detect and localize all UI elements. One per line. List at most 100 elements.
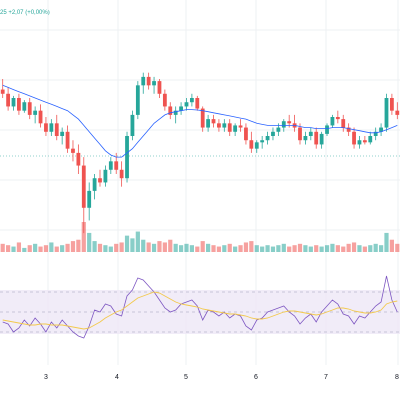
- volume-bar: [265, 245, 270, 252]
- volume-bar: [114, 243, 119, 252]
- volume-bar: [362, 246, 367, 252]
- volume-bar: [27, 245, 32, 252]
- candle: [179, 102, 183, 115]
- volume-bar: [16, 242, 22, 252]
- candle: [22, 100, 27, 113]
- volume-bar: [103, 245, 108, 252]
- volume-bar: [146, 242, 151, 252]
- rsi-panel: [0, 275, 400, 339]
- volume-bar: [389, 239, 394, 252]
- volume-bar: [97, 243, 103, 252]
- candle: [65, 125, 70, 153]
- candle: [384, 93, 389, 132]
- volume-bar: [243, 242, 249, 252]
- candle: [362, 136, 367, 145]
- volume-bar: [141, 239, 146, 252]
- volume-bar: [200, 241, 205, 252]
- volume-bar: [54, 246, 59, 252]
- volume-bar: [22, 247, 27, 252]
- price-change-readout: 25 +2,07 (+0,00%): [0, 10, 50, 16]
- candle: [233, 123, 238, 136]
- rsi-ma-line: [2, 291, 398, 330]
- candle: [319, 131, 324, 149]
- candle: [238, 119, 243, 132]
- volume-bar: [87, 232, 92, 252]
- candle: [330, 114, 335, 128]
- candle: [389, 93, 394, 115]
- candle: [17, 93, 21, 115]
- candle: [260, 136, 265, 149]
- volume-bar: [76, 239, 81, 252]
- candlesticks: [0, 72, 400, 234]
- x-axis: 3 4 5 6 7 8: [44, 374, 399, 381]
- candle: [227, 119, 232, 136]
- candle: [114, 152, 119, 174]
- candle: [108, 157, 113, 174]
- volume-bar: [6, 245, 11, 252]
- volume-bar: [162, 242, 167, 252]
- candle: [265, 131, 270, 145]
- volume-bar: [373, 243, 378, 252]
- volume-bar: [195, 246, 200, 252]
- candle: [173, 106, 178, 124]
- candle: [11, 95, 16, 111]
- candle: [244, 123, 248, 145]
- volume-bar: [395, 243, 400, 252]
- candle: [60, 127, 65, 145]
- candle: [130, 110, 135, 141]
- candle: [206, 114, 211, 132]
- candle: [162, 89, 167, 111]
- candle: [271, 127, 275, 141]
- volume-bar: [173, 243, 178, 252]
- volume-bar: [211, 245, 216, 252]
- x-tick-label: 4: [115, 374, 119, 381]
- volume-bar: [81, 222, 86, 252]
- candle: [352, 127, 356, 149]
- volume-bar: [33, 243, 38, 252]
- candle: [27, 98, 32, 120]
- volume-bar: [319, 246, 324, 252]
- volume-bar: [287, 246, 292, 252]
- candle: [303, 131, 308, 145]
- volume-bar: [351, 242, 357, 252]
- candle: [87, 182, 92, 221]
- candle: [44, 117, 48, 136]
- candle: [249, 131, 254, 153]
- volume-bars: [0, 222, 400, 252]
- volume-bar: [346, 243, 351, 252]
- x-tick-label: 7: [324, 374, 328, 381]
- volume-bar: [60, 245, 65, 252]
- volume-bar: [11, 246, 16, 252]
- volume-bar: [151, 243, 157, 252]
- volume-bar: [43, 245, 49, 252]
- volume-bar: [0, 243, 5, 252]
- x-tick-label: 6: [254, 374, 258, 381]
- moving-average-line: [2, 84, 398, 158]
- candle: [92, 174, 97, 200]
- volume-bar: [292, 245, 297, 252]
- candle: [33, 106, 38, 124]
- volume-bar: [184, 243, 189, 252]
- volume-bar: [135, 231, 140, 252]
- candle: [54, 114, 59, 141]
- candle: [135, 81, 140, 120]
- volume-bar: [233, 246, 238, 252]
- candle: [125, 131, 129, 183]
- volume-bar: [238, 245, 243, 252]
- volume-bar: [281, 243, 286, 252]
- volume-bar: [130, 238, 135, 252]
- candle: [217, 119, 221, 132]
- volume-bar: [206, 243, 211, 252]
- volume-bar: [119, 242, 124, 252]
- candle: [146, 72, 151, 90]
- candle: [157, 79, 162, 98]
- volume-bar: [216, 246, 222, 252]
- volume-bar: [222, 245, 227, 252]
- volume-bar: [357, 245, 362, 252]
- volume-bar: [330, 243, 335, 252]
- candle: [38, 104, 43, 128]
- candle: [81, 157, 86, 234]
- candle: [98, 169, 102, 187]
- candle: [357, 136, 362, 149]
